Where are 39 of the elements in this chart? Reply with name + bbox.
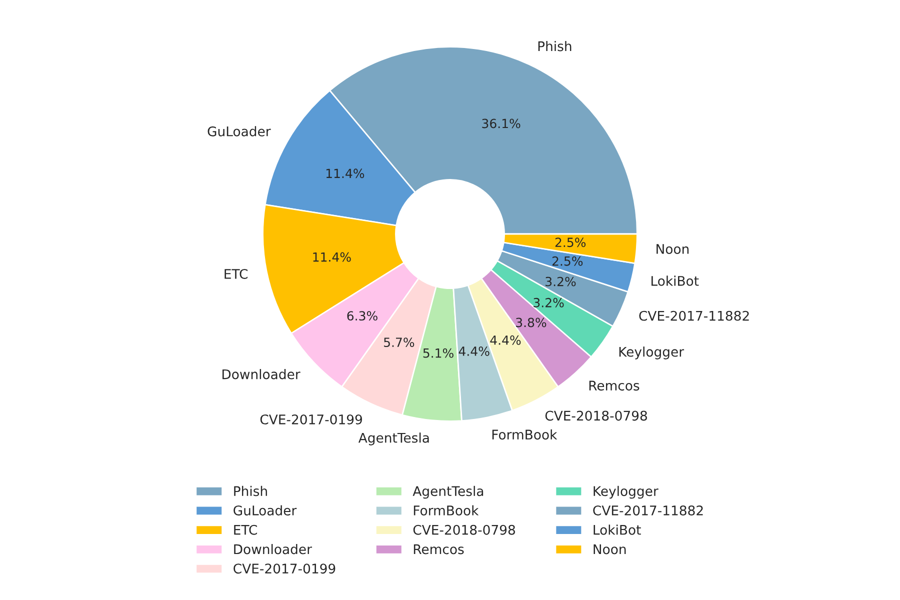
data-label: 3.8%: [516, 318, 546, 328]
data-label: 2.5%: [552, 256, 583, 266]
data-label: 36.1%: [482, 118, 520, 128]
slice-label: CVE-2017-0199: [260, 414, 362, 424]
legend-label: CVE-2017-11882: [593, 505, 703, 516]
slice-label: Remcos: [589, 380, 640, 391]
slice-label: LokiBot: [652, 276, 699, 286]
legend-label: CVE-2017-0199: [234, 564, 336, 574]
data-label: 5.1%: [423, 348, 454, 358]
data-label: 11.4%: [326, 168, 364, 178]
data-label: 4.4%: [458, 346, 490, 356]
data-label: 3.2%: [534, 298, 564, 308]
slice-label: AgentTesla: [358, 432, 429, 446]
data-label: 6.3%: [347, 311, 378, 321]
slice-label: Noon: [656, 244, 689, 254]
slice-label: GuLoader: [208, 126, 271, 136]
legend-label: CVE-2018-0798: [413, 524, 515, 535]
data-label: 2.5%: [555, 238, 586, 248]
legend-label: LokiBot: [594, 524, 641, 535]
slice-label: ETC: [224, 268, 248, 279]
legend-label: Noon: [594, 544, 626, 554]
slice-label: CVE-2017-11882: [639, 310, 749, 321]
legend-label: AgentTesla: [412, 486, 484, 499]
slice-label: FormBook: [492, 429, 558, 440]
legend-label: GuLoader: [234, 505, 297, 516]
slice-label: CVE-2018-0798: [545, 410, 647, 421]
slice-label: Downloader: [222, 369, 300, 380]
legend-label: Keylogger: [594, 486, 658, 499]
data-label: 4.4%: [490, 335, 521, 345]
legend-label: FormBook: [414, 505, 479, 516]
data-label: 3.2%: [546, 276, 576, 286]
slice-label: Keylogger: [619, 346, 684, 360]
legend-label: Remcos: [414, 544, 464, 554]
data-label: 5.7%: [384, 338, 414, 348]
legend-label: ETC: [234, 524, 257, 535]
data-label: 11.4%: [313, 252, 351, 262]
slice-label: Phish: [538, 41, 572, 52]
legend-label: Downloader: [234, 544, 312, 554]
legend-label: Phish: [234, 486, 267, 496]
